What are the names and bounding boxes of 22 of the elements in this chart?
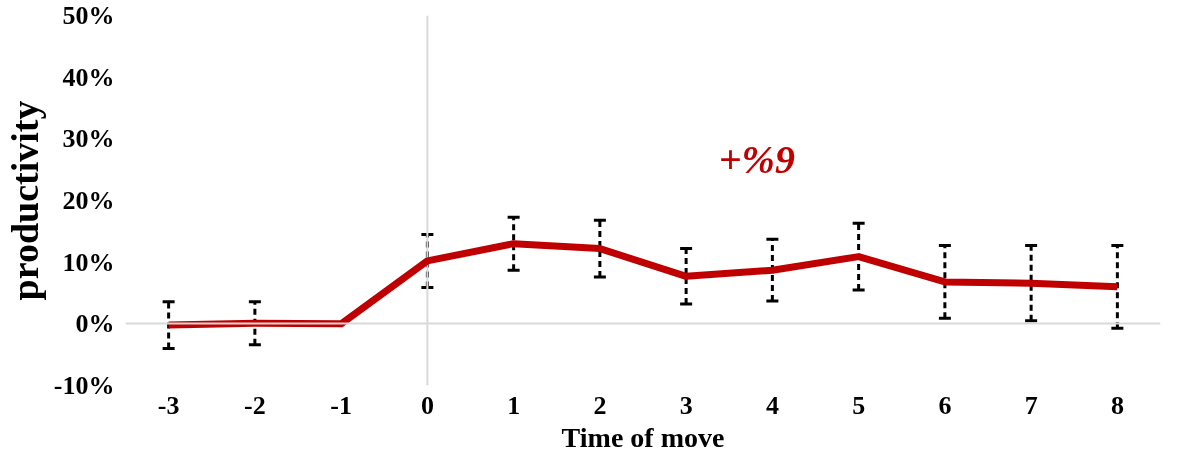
x-tick-label: 7 [1024,390,1038,420]
y-tick-label: 40% [62,62,115,92]
y-axis-title: productivity [3,100,46,301]
x-tick-label: 3 [679,390,693,420]
y-tick-label: 10% [62,247,115,277]
x-tick-label: -2 [244,390,266,420]
x-tick-label: 6 [938,390,952,420]
y-tick-label: 0% [75,309,115,339]
x-tick-label: 5 [852,390,866,420]
x-tick-label: 2 [593,390,607,420]
y-tick-label: -10% [53,371,115,400]
x-tick-label: 8 [1110,390,1124,420]
x-tick-label: -1 [330,390,352,420]
y-tick-label: 20% [62,186,115,215]
x-tick-label: 4 [765,390,779,420]
x-tick-label: 1 [507,390,521,420]
x-axis-title: Time of move [561,421,725,453]
y-tick-label: 30% [62,124,115,154]
x-tick-label: -3 [157,390,180,420]
y-tick-label: 50% [62,1,115,30]
x-tick-label: 0 [420,390,434,420]
annotation: +%9 [718,137,795,182]
